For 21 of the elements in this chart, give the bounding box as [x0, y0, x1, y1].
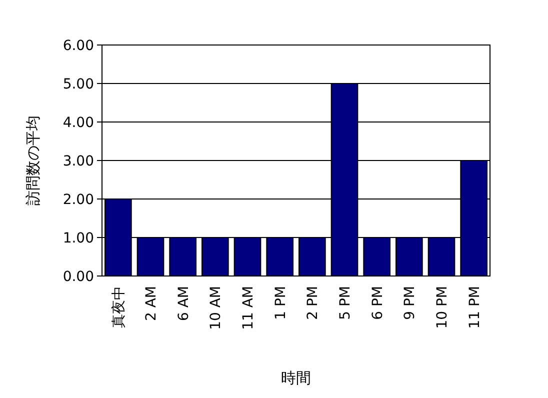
y-tick-label: 3.00 [62, 154, 94, 170]
x-tick-label: 9 PM [402, 286, 418, 320]
x-tick-label: 10 PM [434, 286, 450, 329]
x-tick-label: 6 AM [176, 286, 192, 322]
y-tick-label: 5.00 [62, 76, 94, 92]
y-tick-label: 1.00 [62, 230, 94, 246]
y-tick-label: 2.00 [62, 192, 94, 208]
y-axis-title: 訪問数の平均 [24, 116, 42, 206]
x-tick-label: 5 PM [338, 286, 354, 320]
x-tick-label: 2 PM [305, 286, 322, 320]
x-tick-label: 1 PM [272, 286, 289, 320]
x-tick-label: 6 PM [370, 286, 386, 320]
y-tick-label: 0.00 [62, 269, 94, 285]
x-axis-title: 時間 [281, 369, 311, 387]
x-tick-label: 10 AM [208, 286, 224, 330]
y-tick-label: 4.00 [62, 115, 94, 131]
y-tick-label: 6.00 [62, 38, 94, 54]
x-tick-label: 11 AM [240, 286, 256, 330]
x-tick-label: 真夜中 [111, 286, 128, 328]
x-tick-label: 11 PM [466, 286, 483, 329]
x-tick-label: 2 AM [144, 286, 160, 322]
